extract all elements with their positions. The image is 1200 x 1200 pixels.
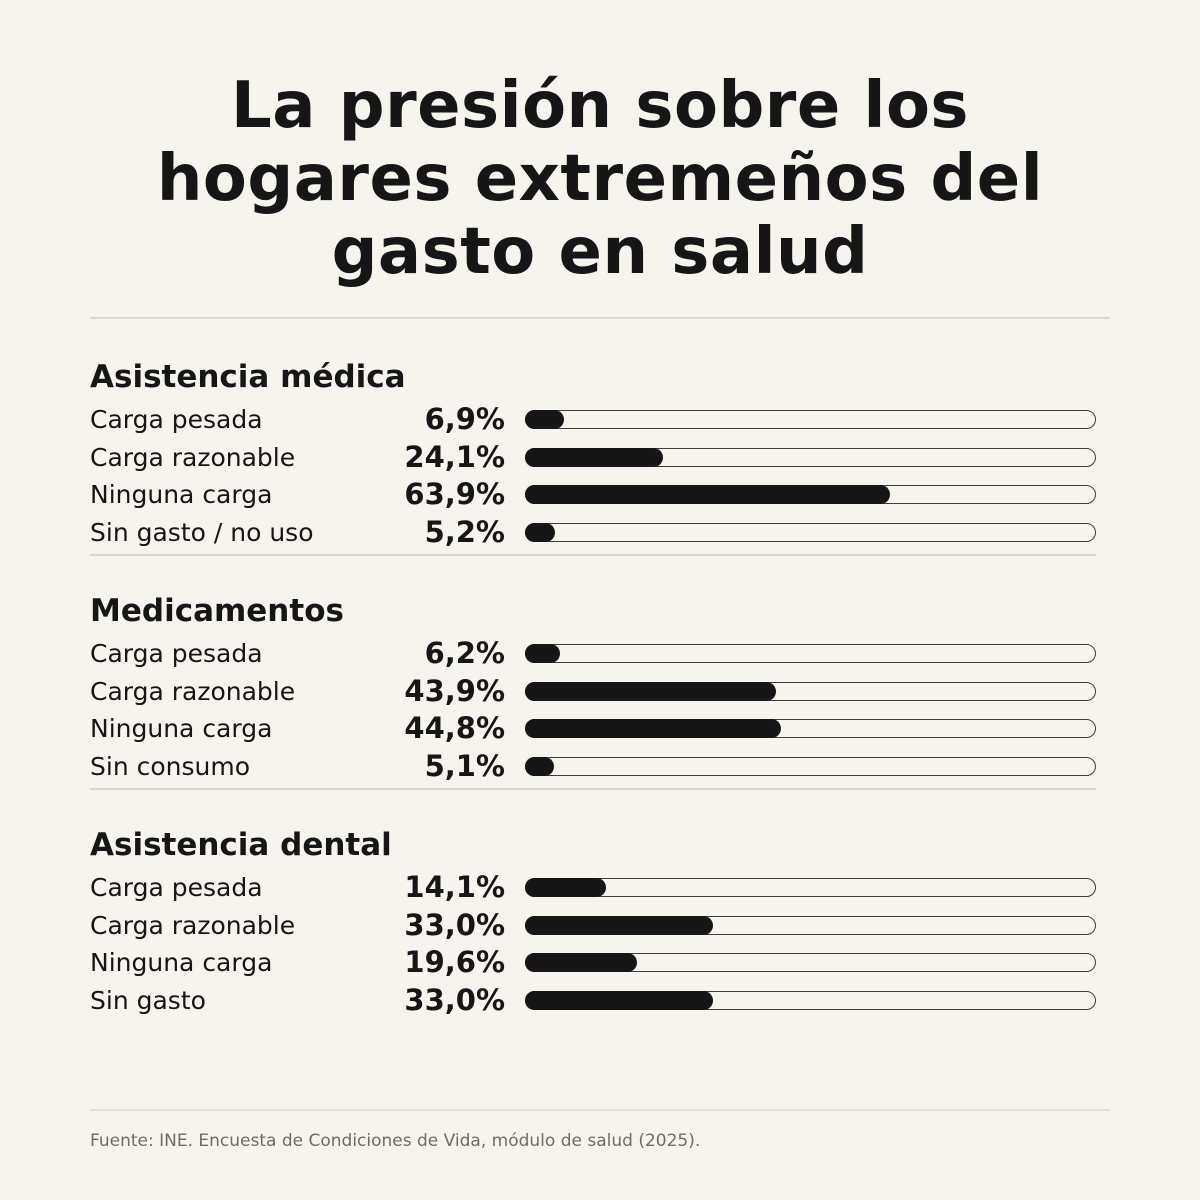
group-divider bbox=[90, 788, 1096, 790]
bar-row: Carga razonable 33,0% bbox=[90, 907, 1096, 944]
bar-fill bbox=[525, 410, 565, 429]
value-label: 5,2% bbox=[424, 514, 505, 549]
bar-fill bbox=[525, 953, 637, 972]
bar-fill bbox=[525, 915, 714, 935]
bar-fill bbox=[525, 990, 714, 1010]
bar-row: Carga razonable 24,1% bbox=[90, 439, 1096, 476]
bar-fill bbox=[525, 878, 606, 897]
value-label: 24,1% bbox=[404, 439, 505, 474]
category-label: Sin gasto bbox=[90, 985, 206, 1015]
value-label: 33,0% bbox=[404, 982, 505, 1017]
bar-fill bbox=[525, 719, 781, 738]
bar-track bbox=[525, 410, 1096, 429]
bar-row: Ninguna carga 63,9% bbox=[90, 476, 1096, 513]
bar-track bbox=[525, 756, 1096, 776]
bar-fill bbox=[525, 522, 555, 542]
bar-row: Carga razonable 43,9% bbox=[90, 673, 1096, 710]
category-label: Carga pesada bbox=[90, 405, 263, 434]
value-label: 6,9% bbox=[424, 402, 505, 436]
value-label: 63,9% bbox=[404, 477, 505, 511]
bar-row: Sin gasto / no uso 5,2% bbox=[90, 514, 1096, 551]
bar-row: Ninguna carga 19,6% bbox=[90, 944, 1096, 981]
bar-track bbox=[525, 644, 1096, 663]
source-note: Fuente: INE. Encuesta de Condiciones de … bbox=[90, 1131, 701, 1151]
bar-row: Ninguna carga 44,8% bbox=[90, 710, 1096, 747]
bar-fill bbox=[525, 644, 561, 663]
category-label: Sin gasto / no uso bbox=[90, 517, 314, 547]
chart-title: La presión sobre los hogares extremeños … bbox=[156, 69, 1044, 289]
group-title: Asistencia médica bbox=[90, 359, 406, 395]
value-label: 14,1% bbox=[404, 870, 505, 904]
category-label: Carga razonable bbox=[90, 910, 296, 940]
category-label: Carga razonable bbox=[90, 676, 296, 706]
bar-fill bbox=[525, 756, 555, 776]
category-label: Sin consumo bbox=[90, 751, 251, 781]
footer-divider bbox=[90, 1109, 1110, 1111]
bar-row: Carga pesada 6,2% bbox=[90, 635, 1096, 672]
value-label: 6,2% bbox=[424, 636, 505, 670]
value-label: 44,8% bbox=[404, 711, 505, 745]
group-divider bbox=[90, 554, 1096, 556]
group-title: Medicamentos bbox=[90, 593, 344, 629]
value-label: 43,9% bbox=[404, 673, 505, 708]
bar-row: Sin gasto 33,0% bbox=[90, 982, 1096, 1019]
category-label: Carga pesada bbox=[90, 639, 263, 668]
bar-track bbox=[525, 522, 1096, 542]
category-label: Ninguna carga bbox=[90, 714, 273, 743]
value-label: 19,6% bbox=[404, 945, 505, 979]
bar-fill bbox=[525, 681, 776, 701]
category-label: Ninguna carga bbox=[90, 480, 273, 509]
title-divider bbox=[90, 317, 1110, 319]
bar-fill bbox=[525, 447, 663, 467]
bar-row: Sin consumo 5,1% bbox=[90, 748, 1096, 785]
category-label: Carga pesada bbox=[90, 873, 263, 902]
group-title: Asistencia dental bbox=[90, 827, 392, 863]
bar-row: Carga pesada 14,1% bbox=[90, 869, 1096, 906]
bar-track bbox=[525, 878, 1096, 897]
value-label: 5,1% bbox=[424, 748, 505, 783]
category-label: Ninguna carga bbox=[90, 948, 273, 977]
category-label: Carga razonable bbox=[90, 442, 296, 472]
value-label: 33,0% bbox=[404, 907, 505, 942]
bar-row: Carga pesada 6,9% bbox=[90, 401, 1096, 438]
bar-fill bbox=[525, 485, 890, 504]
